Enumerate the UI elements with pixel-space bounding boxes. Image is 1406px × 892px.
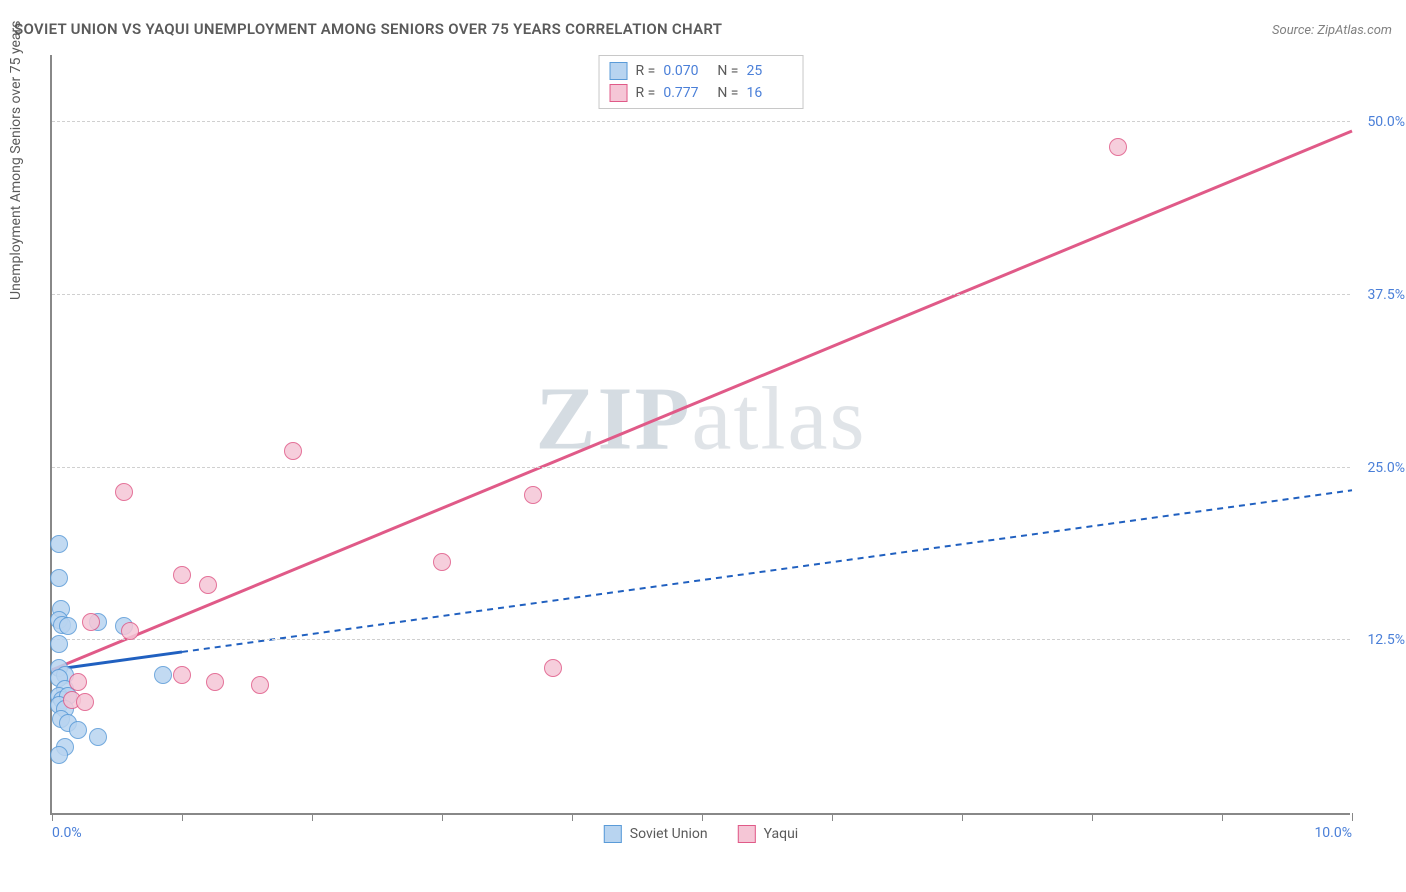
scatter-point-soviet: [50, 746, 68, 764]
x-tick: [572, 813, 573, 821]
x-tick-label: 0.0%: [52, 825, 82, 841]
legend-item-yaqui: Yaqui: [738, 825, 799, 843]
legend-row-soviet: R = 0.070 N = 25: [610, 60, 793, 82]
x-tick: [1352, 813, 1353, 821]
scatter-point-yaqui: [251, 676, 269, 694]
x-tick: [1222, 813, 1223, 821]
scatter-point-yaqui: [1109, 138, 1127, 156]
plot-area: ZIPatlas R = 0.070 N = 25 R = 0.777 N = …: [50, 55, 1350, 815]
title-bar: SOVIET UNION VS YAQUI UNEMPLOYMENT AMONG…: [14, 20, 1392, 38]
r-label: R =: [636, 63, 656, 79]
series-label-yaqui: Yaqui: [764, 826, 799, 842]
scatter-point-yaqui: [69, 673, 87, 691]
n-label: N =: [717, 63, 738, 79]
scatter-point-yaqui: [544, 659, 562, 677]
scatter-point-yaqui: [206, 673, 224, 691]
scatter-point-soviet: [50, 635, 68, 653]
scatter-point-soviet: [50, 569, 68, 587]
series-label-soviet: Soviet Union: [630, 826, 708, 842]
x-tick: [832, 813, 833, 821]
gridline: [52, 121, 1350, 122]
x-tick: [182, 813, 183, 821]
x-tick: [312, 813, 313, 821]
source-label: Source: ZipAtlas.com: [1272, 23, 1392, 38]
trend-lines: [52, 55, 1352, 815]
x-tick: [442, 813, 443, 821]
r-label: R =: [636, 85, 656, 101]
scatter-point-yaqui: [115, 483, 133, 501]
legend-item-soviet: Soviet Union: [604, 825, 708, 843]
scatter-point-yaqui: [121, 622, 139, 640]
scatter-point-soviet: [50, 535, 68, 553]
scatter-point-soviet: [69, 721, 87, 739]
scatter-point-yaqui: [284, 442, 302, 460]
x-tick: [702, 813, 703, 821]
swatch-yaqui: [610, 84, 628, 102]
scatter-point-yaqui: [433, 553, 451, 571]
scatter-point-yaqui: [524, 486, 542, 504]
watermark-bold: ZIP: [536, 369, 692, 468]
x-tick: [962, 813, 963, 821]
chart-title: SOVIET UNION VS YAQUI UNEMPLOYMENT AMONG…: [14, 20, 722, 38]
legend-series: Soviet Union Yaqui: [604, 825, 798, 843]
y-tick-label: 25.0%: [1367, 460, 1405, 476]
gridline: [52, 294, 1350, 295]
scatter-point-yaqui: [199, 576, 217, 594]
scatter-point-yaqui: [173, 666, 191, 684]
swatch-soviet: [610, 62, 628, 80]
watermark-rest: atlas: [692, 369, 867, 468]
n-value-soviet: 25: [746, 63, 792, 79]
scatter-point-yaqui: [173, 566, 191, 584]
y-tick-label: 12.5%: [1367, 632, 1405, 648]
swatch-yaqui: [738, 825, 756, 843]
scatter-point-soviet: [59, 617, 77, 635]
scatter-point-yaqui: [76, 693, 94, 711]
r-value-soviet: 0.070: [663, 63, 709, 79]
n-label: N =: [717, 85, 738, 101]
gridline: [52, 467, 1350, 468]
legend-row-yaqui: R = 0.777 N = 16: [610, 82, 793, 104]
gridline: [52, 639, 1350, 640]
n-value-yaqui: 16: [746, 85, 792, 101]
y-tick-label: 50.0%: [1367, 114, 1405, 130]
r-value-yaqui: 0.777: [663, 85, 709, 101]
scatter-point-yaqui: [82, 613, 100, 631]
swatch-soviet: [604, 825, 622, 843]
legend-correlation: R = 0.070 N = 25 R = 0.777 N = 16: [599, 55, 804, 109]
scatter-point-soviet: [154, 666, 172, 684]
x-tick: [1092, 813, 1093, 821]
x-tick: [52, 813, 53, 821]
x-tick-label: 10.0%: [1314, 825, 1352, 841]
y-tick-label: 37.5%: [1367, 287, 1405, 303]
scatter-point-soviet: [89, 728, 107, 746]
y-axis-label: Unemployment Among Seniors over 75 years: [8, 21, 24, 301]
watermark: ZIPatlas: [536, 367, 867, 470]
